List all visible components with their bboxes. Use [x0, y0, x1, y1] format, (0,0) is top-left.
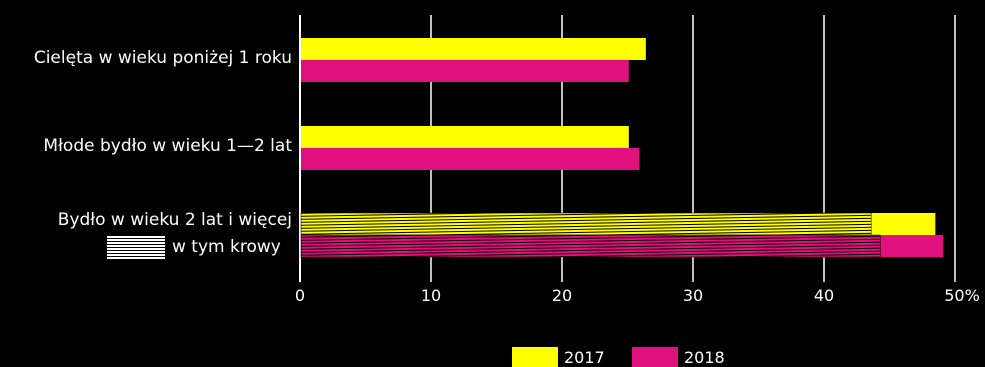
category-label-adult-cattle: Bydło w wieku 2 lat i więcej	[57, 210, 292, 230]
x-tick-label: 0	[294, 286, 306, 305]
x-tick-label: 50%	[944, 286, 980, 305]
cows-hatch-swatch	[107, 235, 165, 259]
bar-cows-2017	[300, 212, 872, 236]
bar-2018-0	[301, 60, 629, 82]
x-tick-label: 10	[420, 286, 442, 305]
x-tick-label: 20	[551, 286, 573, 305]
bar-2017-1	[301, 126, 629, 148]
legend-item-2017: 2017	[512, 347, 605, 367]
x-tick-label: 40	[813, 286, 835, 305]
subset-label-cows: w tym krowy	[172, 237, 281, 257]
category-label-young-cattle: Młode bydło w wieku 1—2 lat	[43, 136, 292, 156]
x-tick-label: 30	[682, 286, 704, 305]
legend-swatch-2018	[632, 347, 678, 367]
category-label-calves: Cielęta w wieku poniżej 1 roku	[33, 48, 292, 68]
legend-item-2018: 2018	[632, 347, 725, 367]
legend-label-2018: 2018	[684, 347, 725, 367]
legend-swatch-2017	[512, 347, 558, 367]
bar-2017-0	[301, 38, 646, 60]
bar-2018-1	[301, 148, 640, 170]
legend-label-2017: 2017	[564, 347, 605, 367]
bar-cows-2018	[300, 234, 881, 258]
